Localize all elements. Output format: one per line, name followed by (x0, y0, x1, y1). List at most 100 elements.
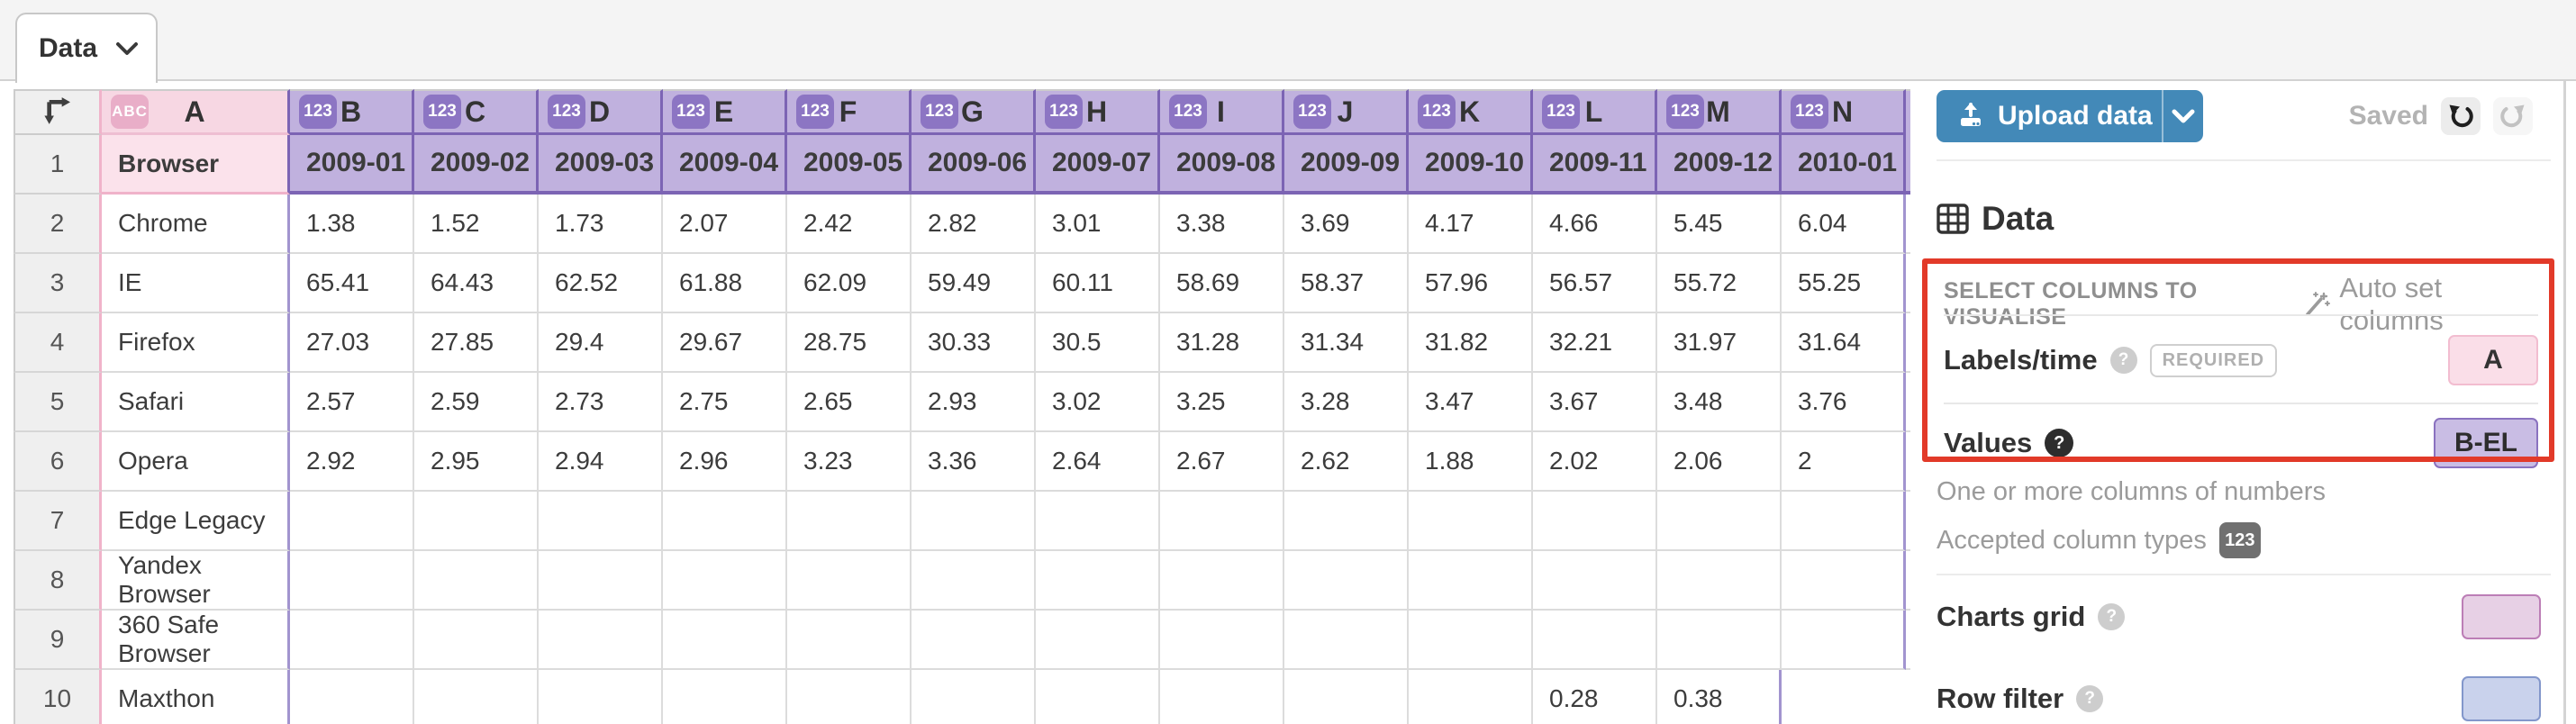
cell-L7[interactable] (1533, 492, 1657, 551)
cell-A8[interactable]: Yandex Browser (102, 551, 290, 611)
cell-L5[interactable]: 3.67 (1533, 373, 1657, 432)
cell-D3[interactable]: 62.52 (539, 254, 663, 313)
row-number-1[interactable]: 1 (14, 135, 102, 195)
cell-F9[interactable] (787, 611, 912, 670)
column-header-C[interactable]: 123 C (414, 89, 539, 135)
cell-F1[interactable]: 2009-05 (787, 135, 912, 195)
row-number-7[interactable]: 7 (14, 492, 102, 551)
row-number-10[interactable]: 10 (14, 670, 102, 724)
cell-K3[interactable]: 57.96 (1409, 254, 1533, 313)
cell-A6[interactable]: Opera (102, 432, 290, 492)
column-header-I[interactable]: 123 I (1160, 89, 1284, 135)
cell-H8[interactable] (1036, 551, 1160, 611)
column-header-J[interactable]: 123 J (1284, 89, 1409, 135)
tab-data[interactable]: Data (15, 13, 158, 83)
cell-N2[interactable]: 6.04 (1782, 195, 1906, 254)
cell-K8[interactable] (1409, 551, 1533, 611)
cell-K5[interactable]: 3.47 (1409, 373, 1533, 432)
row-number-8[interactable]: 8 (14, 551, 102, 611)
cell-D6[interactable]: 2.94 (539, 432, 663, 492)
cell-N9[interactable] (1782, 611, 1906, 670)
cell-M5[interactable]: 3.48 (1657, 373, 1782, 432)
cell-B3[interactable]: 65.41 (290, 254, 414, 313)
cell-L9[interactable] (1533, 611, 1657, 670)
cell-C4[interactable]: 27.85 (414, 313, 539, 373)
undo-button[interactable] (2441, 97, 2481, 135)
cell-B10[interactable] (290, 670, 414, 724)
cell-B1[interactable]: 2009-01 (290, 135, 414, 195)
cell-F4[interactable]: 28.75 (787, 313, 912, 373)
cell-I1[interactable]: 2009-08 (1160, 135, 1284, 195)
cell-A10[interactable]: Maxthon (102, 670, 290, 724)
cell-L2[interactable]: 4.66 (1533, 195, 1657, 254)
cell-I9[interactable] (1160, 611, 1284, 670)
cell-E7[interactable] (663, 492, 787, 551)
cell-A9[interactable]: 360 Safe Browser (102, 611, 290, 670)
cell-M2[interactable]: 5.45 (1657, 195, 1782, 254)
cell-M10[interactable]: 0.38 (1657, 670, 1782, 724)
cell-I8[interactable] (1160, 551, 1284, 611)
cell-G1[interactable]: 2009-06 (912, 135, 1036, 195)
cell-J5[interactable]: 3.28 (1284, 373, 1409, 432)
cell-C10[interactable] (414, 670, 539, 724)
cell-A5[interactable]: Safari (102, 373, 290, 432)
cell-H3[interactable]: 60.11 (1036, 254, 1160, 313)
charts-grid-column-input[interactable] (2462, 594, 2541, 639)
cell-E1[interactable]: 2009-04 (663, 135, 787, 195)
cell-D5[interactable]: 2.73 (539, 373, 663, 432)
cell-C3[interactable]: 64.43 (414, 254, 539, 313)
transpose-arrows-icon[interactable] (14, 89, 102, 135)
cell-C6[interactable]: 2.95 (414, 432, 539, 492)
cell-D2[interactable]: 1.73 (539, 195, 663, 254)
cell-I4[interactable]: 31.28 (1160, 313, 1284, 373)
cell-F10[interactable] (787, 670, 912, 724)
cell-G8[interactable] (912, 551, 1036, 611)
cell-G9[interactable] (912, 611, 1036, 670)
cell-L1[interactable]: 2009-11 (1533, 135, 1657, 195)
cell-G6[interactable]: 3.36 (912, 432, 1036, 492)
column-header-N[interactable]: 123 N (1782, 89, 1906, 135)
cell-G5[interactable]: 2.93 (912, 373, 1036, 432)
cell-E5[interactable]: 2.75 (663, 373, 787, 432)
cell-L8[interactable] (1533, 551, 1657, 611)
cell-M7[interactable] (1657, 492, 1782, 551)
cell-N5[interactable]: 3.76 (1782, 373, 1906, 432)
cell-J9[interactable] (1284, 611, 1409, 670)
cell-J8[interactable] (1284, 551, 1409, 611)
cell-J7[interactable] (1284, 492, 1409, 551)
cell-J6[interactable]: 2.62 (1284, 432, 1409, 492)
cell-K10[interactable] (1409, 670, 1533, 724)
cell-F6[interactable]: 3.23 (787, 432, 912, 492)
cell-C2[interactable]: 1.52 (414, 195, 539, 254)
cell-I7[interactable] (1160, 492, 1284, 551)
cell-M8[interactable] (1657, 551, 1782, 611)
cell-M3[interactable]: 55.72 (1657, 254, 1782, 313)
panel-scrollbar[interactable] (2563, 81, 2566, 724)
row-filter-column-input[interactable] (2462, 676, 2541, 721)
cell-C5[interactable]: 2.59 (414, 373, 539, 432)
cell-L4[interactable]: 32.21 (1533, 313, 1657, 373)
cell-F2[interactable]: 2.42 (787, 195, 912, 254)
column-header-D[interactable]: 123 D (539, 89, 663, 135)
cell-G10[interactable] (912, 670, 1036, 724)
cell-F5[interactable]: 2.65 (787, 373, 912, 432)
cell-H2[interactable]: 3.01 (1036, 195, 1160, 254)
cell-G4[interactable]: 30.33 (912, 313, 1036, 373)
cell-C9[interactable] (414, 611, 539, 670)
cell-I6[interactable]: 2.67 (1160, 432, 1284, 492)
cell-E6[interactable]: 2.96 (663, 432, 787, 492)
column-header-E[interactable]: 123 E (663, 89, 787, 135)
cell-C1[interactable]: 2009-02 (414, 135, 539, 195)
cell-D10[interactable] (539, 670, 663, 724)
cell-B7[interactable] (290, 492, 414, 551)
cell-G7[interactable] (912, 492, 1036, 551)
cell-F8[interactable] (787, 551, 912, 611)
column-header-B[interactable]: 123 B (290, 89, 414, 135)
cell-G3[interactable]: 59.49 (912, 254, 1036, 313)
cell-E3[interactable]: 61.88 (663, 254, 787, 313)
cell-I2[interactable]: 3.38 (1160, 195, 1284, 254)
column-header-F[interactable]: 123 F (787, 89, 912, 135)
cell-L3[interactable]: 56.57 (1533, 254, 1657, 313)
cell-K1[interactable]: 2009-10 (1409, 135, 1533, 195)
cell-B4[interactable]: 27.03 (290, 313, 414, 373)
